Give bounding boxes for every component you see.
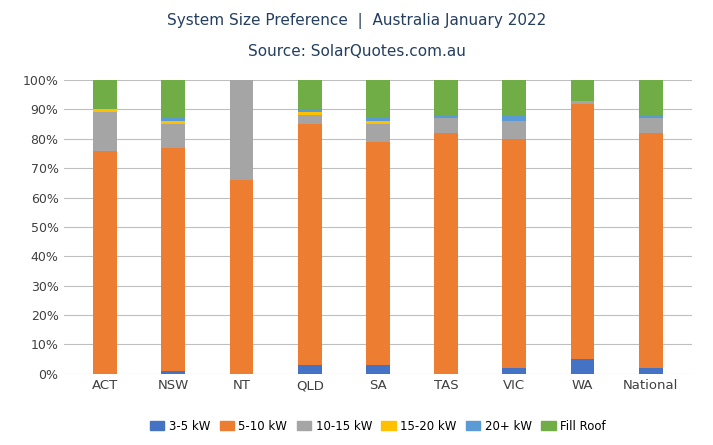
Text: Source: SolarQuotes.com.au: Source: SolarQuotes.com.au — [247, 44, 466, 60]
Bar — [639, 115, 662, 118]
Bar — [93, 109, 117, 113]
Bar — [366, 121, 390, 124]
Bar — [503, 121, 526, 139]
Legend: 3-5 kW, 5-10 kW, 10-15 kW, 15-20 kW, 20+ kW, Fill Roof: 3-5 kW, 5-10 kW, 10-15 kW, 15-20 kW, 20+… — [145, 415, 611, 437]
Bar — [570, 104, 595, 359]
Bar — [298, 124, 322, 365]
Text: System Size Preference  |  Australia January 2022: System Size Preference | Australia Janua… — [167, 13, 546, 29]
Bar — [298, 365, 322, 374]
Bar — [570, 359, 595, 374]
Bar — [434, 115, 458, 118]
Bar — [434, 133, 458, 374]
Bar — [298, 113, 322, 115]
Bar — [503, 139, 526, 368]
Bar — [503, 115, 526, 121]
Bar — [639, 118, 662, 133]
Bar — [639, 368, 662, 374]
Bar — [161, 118, 185, 121]
Bar — [161, 371, 185, 374]
Bar — [570, 80, 595, 101]
Bar — [366, 124, 390, 142]
Bar — [161, 121, 185, 124]
Bar — [230, 80, 253, 180]
Bar — [93, 113, 117, 150]
Bar — [93, 80, 117, 109]
Bar — [230, 180, 253, 374]
Bar — [298, 115, 322, 124]
Bar — [161, 124, 185, 148]
Bar — [434, 80, 458, 115]
Bar — [161, 148, 185, 371]
Bar — [639, 80, 662, 115]
Bar — [298, 109, 322, 113]
Bar — [366, 365, 390, 374]
Bar — [366, 118, 390, 121]
Bar — [503, 80, 526, 115]
Bar — [639, 133, 662, 368]
Bar — [93, 150, 117, 374]
Bar — [366, 80, 390, 118]
Bar — [298, 80, 322, 109]
Bar — [570, 101, 595, 104]
Bar — [161, 80, 185, 118]
Bar — [434, 118, 458, 133]
Bar — [366, 142, 390, 365]
Bar — [503, 368, 526, 374]
